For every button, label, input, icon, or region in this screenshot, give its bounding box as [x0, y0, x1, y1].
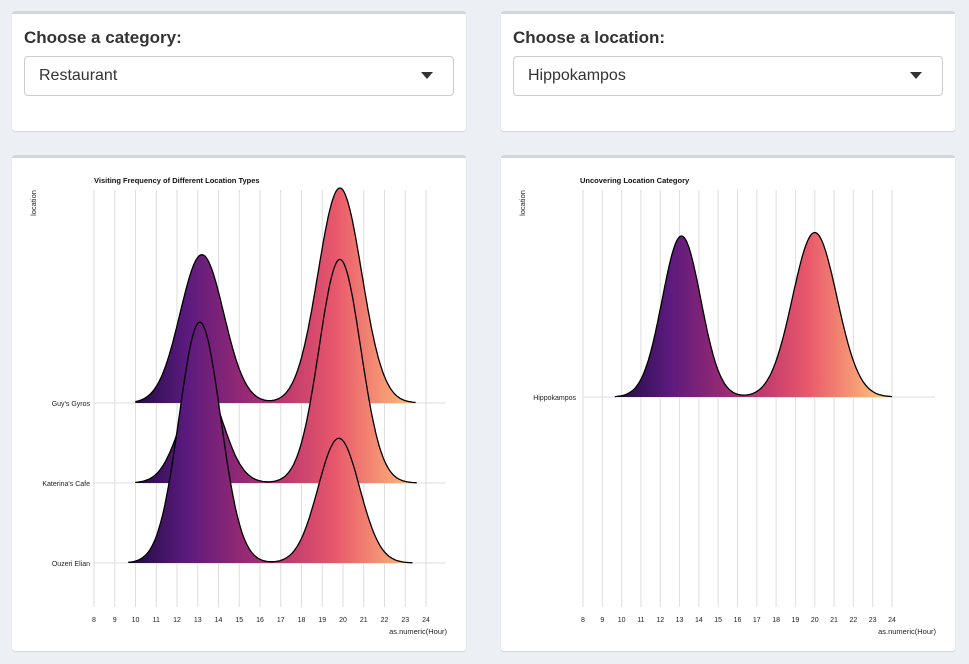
- x-axis-label: as.numeric(Hour): [878, 627, 936, 636]
- x-tick-label: 14: [215, 617, 223, 624]
- x-tick-label: 10: [618, 617, 626, 624]
- category-chart-box: Hippokampos 8 9 10 11 12 13 14 15 16 17 18 19 20 21 22 2…: [501, 155, 955, 651]
- x-tick-label: 12: [173, 617, 181, 624]
- y-tick-label: Guy's Gyros: [52, 401, 91, 408]
- y-tick-label: Hippokampos: [533, 395, 576, 402]
- x-tick-label: 22: [849, 617, 857, 624]
- x-tick-label: 24: [422, 617, 430, 624]
- x-tick-label: 13: [676, 617, 684, 624]
- category-select-box: Choose a category: Restaurant: [12, 11, 466, 131]
- category-select-value: Restaurant: [39, 67, 118, 84]
- x-tick-label: 10: [132, 617, 140, 624]
- x-tick-label: 8: [92, 617, 96, 624]
- x-tick-label: 14: [695, 617, 703, 624]
- x-tick-label: 22: [381, 617, 389, 624]
- x-tick-label: 19: [792, 617, 800, 624]
- ridge-fill-2: [128, 322, 413, 563]
- x-tick-label: 9: [600, 617, 604, 624]
- x-tick-label: 15: [714, 617, 722, 624]
- x-tick-label: 15: [235, 617, 243, 624]
- x-axis-label: as.numeric(Hour): [389, 627, 447, 636]
- x-tick-label: 8: [581, 617, 585, 624]
- x-tick-label: 11: [637, 617, 644, 624]
- location-select[interactable]: Hippokampos: [513, 56, 943, 96]
- x-tick-label: 17: [753, 617, 761, 624]
- x-tick-label: 18: [298, 617, 306, 624]
- location-select-box: Choose a location: Hippokampos: [501, 11, 955, 131]
- category-ridgeline-chart: Hippokampos 8 9 10 11 12 13 14 15 16 17 18 19 20 21 22 2…: [518, 176, 936, 636]
- x-tick-label: 23: [401, 617, 409, 624]
- x-tick-label: 13: [194, 617, 202, 624]
- x-tick-label: 12: [656, 617, 664, 624]
- x-tick-label: 16: [256, 617, 264, 624]
- chevron-down-icon: [910, 72, 922, 79]
- location-select-value: Hippokampos: [528, 67, 626, 84]
- y-tick-label: Katerina's Cafe: [42, 481, 90, 488]
- ridge-fill-0: [614, 232, 892, 397]
- y-axis-label: location: [29, 190, 38, 216]
- category-select-label: Choose a category:: [24, 28, 182, 47]
- frequency-chart-box: Guy's Gyros Katerina's Cafe Ouzeri Elian 8 9…: [12, 155, 466, 651]
- x-tick-label: 9: [113, 617, 117, 624]
- x-tick-label: 17: [277, 617, 285, 624]
- x-tick-label: 24: [888, 617, 896, 624]
- x-tick-label: 19: [318, 617, 326, 624]
- ridge-outline-0: [135, 187, 416, 404]
- chart-title: Visiting Frequency of Different Location…: [94, 176, 260, 185]
- frequency-ridgeline-chart: Guy's Gyros Katerina's Cafe Ouzeri Elian 8 9…: [29, 176, 447, 636]
- x-tick-label: 18: [772, 617, 780, 624]
- category-select[interactable]: Restaurant: [24, 56, 454, 96]
- y-axis-label: location: [518, 190, 527, 216]
- chevron-down-icon: [421, 72, 433, 79]
- chart-title: Uncovering Location Category: [580, 176, 690, 185]
- location-select-label: Choose a location:: [513, 28, 666, 47]
- x-tick-label: 21: [830, 617, 838, 624]
- x-tick-label: 20: [339, 617, 347, 624]
- x-tick-label: 11: [153, 617, 160, 624]
- x-tick-label: 20: [811, 617, 819, 624]
- ridge-outline-0: [614, 231, 893, 398]
- x-tick-label: 21: [360, 617, 368, 624]
- ridge-outline-2: [128, 321, 413, 564]
- x-tick-label: 23: [869, 617, 877, 624]
- y-tick-label: Ouzeri Elian: [52, 561, 90, 568]
- x-tick-label: 16: [734, 617, 742, 624]
